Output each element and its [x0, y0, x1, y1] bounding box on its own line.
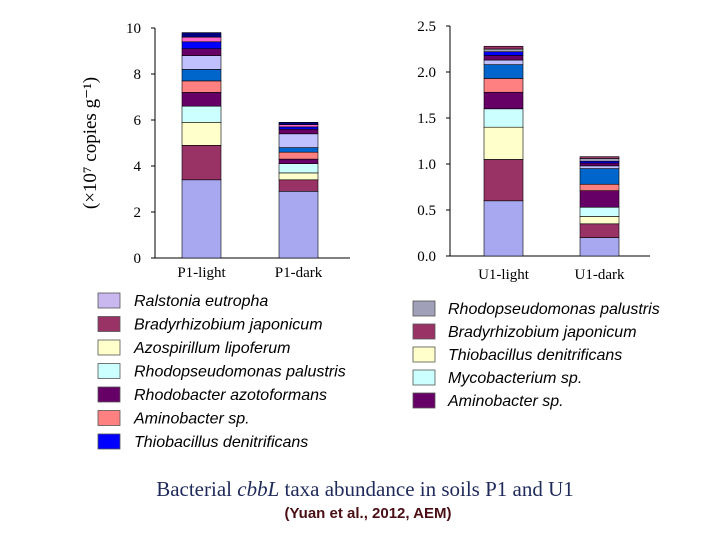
- y-tick-label: 0.5: [417, 203, 436, 219]
- bar-segment: [181, 69, 222, 82]
- bar-segment: [579, 158, 620, 162]
- legend-swatch: [412, 369, 436, 386]
- legend-swatch: [97, 292, 121, 309]
- y-tick-label: 8: [134, 67, 142, 83]
- bar-segment: [181, 179, 222, 259]
- legend-swatch: [412, 392, 436, 409]
- bar-segment: [579, 165, 620, 169]
- bar-segment: [483, 159, 524, 202]
- legend-swatch: [97, 386, 121, 403]
- bar-segment: [483, 78, 524, 93]
- bar-segment: [483, 45, 524, 50]
- bar-segment: [181, 80, 222, 93]
- legend-label: Thiobacillus denitrificans: [448, 347, 622, 364]
- bar-segment: [579, 162, 620, 167]
- bar-segment: [181, 145, 222, 181]
- bar-segment: [181, 48, 222, 56]
- bar-segment: [278, 128, 319, 135]
- bar-segment: [579, 216, 620, 225]
- legend-label: Rhodopseudomonas palustris: [448, 301, 660, 318]
- bar-segment: [181, 41, 222, 49]
- y-tick-label: 0: [134, 251, 142, 267]
- bar-segment: [278, 133, 319, 148]
- bar-segment: [579, 168, 620, 185]
- legend-label: Bradyrhizobium japonicum: [448, 324, 637, 341]
- y-tick-label: 2.0: [417, 65, 436, 81]
- y-tick-label: 10: [126, 21, 141, 37]
- y-tick-label: 2.5: [417, 19, 436, 35]
- legend-label: Bradyrhizobium japonicum: [134, 317, 323, 334]
- bar-segment: [181, 92, 222, 107]
- y-tick-label: 0.0: [417, 249, 436, 265]
- legend-label: Azospirillum lipoferum: [133, 340, 291, 357]
- bar-segment: [278, 151, 319, 160]
- legend-label: Ralstonia eutropha: [134, 293, 268, 310]
- legend-swatch: [412, 300, 436, 317]
- legend-label: Aminobacter sp.: [133, 411, 250, 428]
- chart-p1: 0 2 4 6 8 10 P1-light P1-dark (×10⁷ copies g⁻¹…: [80, 21, 350, 281]
- legend-label: Mycobacterium sp.: [448, 370, 582, 387]
- bar-segment: [278, 126, 319, 130]
- x-category-label: P1-dark: [275, 265, 323, 281]
- bar-segment: [278, 158, 319, 165]
- legend-swatch: [97, 433, 121, 450]
- chart-u1: 0.0 0.5 1.0 1.5 2.0 2.5 U1-light U1-dark: [417, 19, 650, 283]
- y-tick-label: 4: [134, 159, 142, 175]
- bar-segment: [579, 206, 620, 217]
- bar-segment: [278, 179, 319, 192]
- figure-title: Bacterial cbbL taxa abundance in soils P…: [156, 477, 574, 501]
- legend-swatch: [97, 410, 121, 426]
- citation: (Yuan et al., 2012, AEM): [285, 505, 452, 522]
- bar-segment: [483, 200, 524, 257]
- legend-label: Aminobacter sp.: [447, 393, 564, 410]
- y-tick-label: 1.5: [417, 111, 436, 127]
- bar-segment: [579, 237, 620, 257]
- legend-swatch: [412, 346, 436, 363]
- legend-swatch: [412, 323, 436, 340]
- bar-segment: [278, 147, 319, 153]
- bar-segment: [483, 59, 524, 65]
- legend-swatch: [97, 363, 121, 379]
- bar-segment: [483, 91, 524, 110]
- bar-segment: [278, 122, 319, 125]
- legend-label: Rhodobacter azotoformans: [134, 387, 327, 404]
- legend-p1: Ralstonia eutropha Bradyrhizobium japonic…: [97, 292, 346, 451]
- bar-segment: [483, 48, 524, 53]
- bar-segment: [181, 122, 222, 146]
- bar-segment: [181, 36, 222, 43]
- bar-segment: [483, 51, 524, 56]
- x-category-label: U1-light: [478, 267, 530, 283]
- bar-segment: [483, 64, 524, 79]
- legend-u1: Rhodopseudomonas palustris Bradyrhizobium…: [412, 300, 660, 410]
- bar-segment: [579, 156, 620, 159]
- bar-segment: [181, 32, 222, 38]
- bar-segment: [181, 105, 222, 123]
- y-tick-label: 1.0: [417, 157, 436, 173]
- bar-segment: [278, 172, 319, 181]
- x-category-label: P1-light: [177, 265, 226, 281]
- bar-segment: [278, 191, 319, 259]
- bar-segment: [579, 190, 620, 208]
- bar-segment: [579, 223, 620, 238]
- legend-swatch: [97, 339, 121, 356]
- legend-label: Thiobacillus denitrificans: [134, 434, 308, 451]
- bar-segment: [278, 124, 319, 128]
- legend-label: Rhodopseudomonas palustris: [134, 364, 346, 381]
- bar-segment: [483, 108, 524, 128]
- y-axis-label-p1: (×10⁷ copies g⁻¹): [80, 77, 101, 209]
- bar-segment: [181, 55, 222, 70]
- bar-segment: [483, 126, 524, 160]
- y-tick-label: 2: [134, 205, 142, 221]
- bar-segment: [483, 55, 524, 61]
- x-category-label: U1-dark: [575, 267, 625, 283]
- legend-swatch: [97, 316, 121, 332]
- bar-segment: [278, 163, 319, 174]
- y-tick-label: 6: [134, 113, 142, 129]
- bar-segment: [579, 183, 620, 191]
